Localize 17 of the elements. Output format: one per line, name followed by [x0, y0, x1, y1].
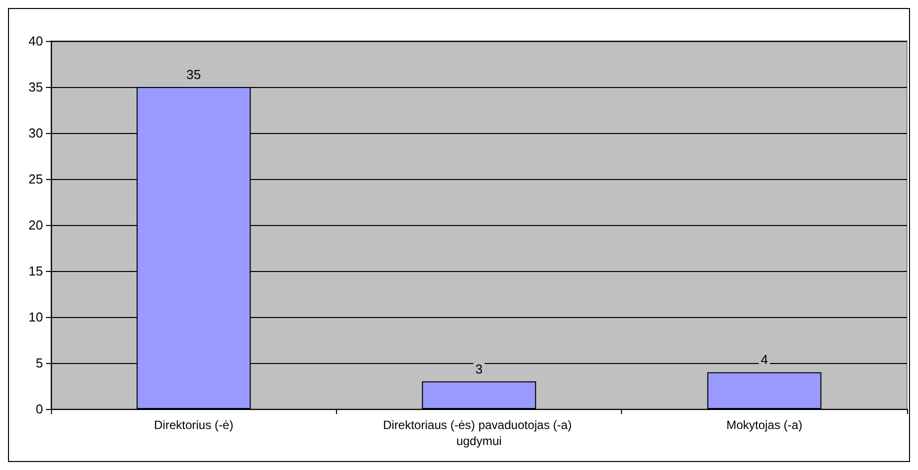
y-tick-label: 35: [28, 80, 43, 94]
y-tick-label: 20: [28, 218, 43, 232]
y-tick-label: 0: [36, 402, 43, 416]
y-tick-label: 5: [36, 356, 43, 370]
bar: [707, 372, 822, 409]
x-tick-label: Mokytojas (-a): [726, 418, 802, 432]
y-tick-label: 10: [28, 310, 43, 324]
y-tick-label: 15: [28, 264, 43, 278]
x-tick-label: Direktoriaus (-ės) pavaduotojas (-a) ugdymui: [382, 418, 576, 448]
y-tick-label: 25: [28, 172, 43, 186]
y-tick-label: 30: [28, 126, 43, 140]
data-label: 4: [760, 352, 768, 368]
data-label: 35: [186, 67, 201, 82]
x-tick-label: Direktorius (-ė): [154, 418, 234, 432]
data-label: 3: [475, 361, 483, 376]
y-tick-label: 40: [28, 34, 43, 48]
bar: [422, 381, 536, 409]
